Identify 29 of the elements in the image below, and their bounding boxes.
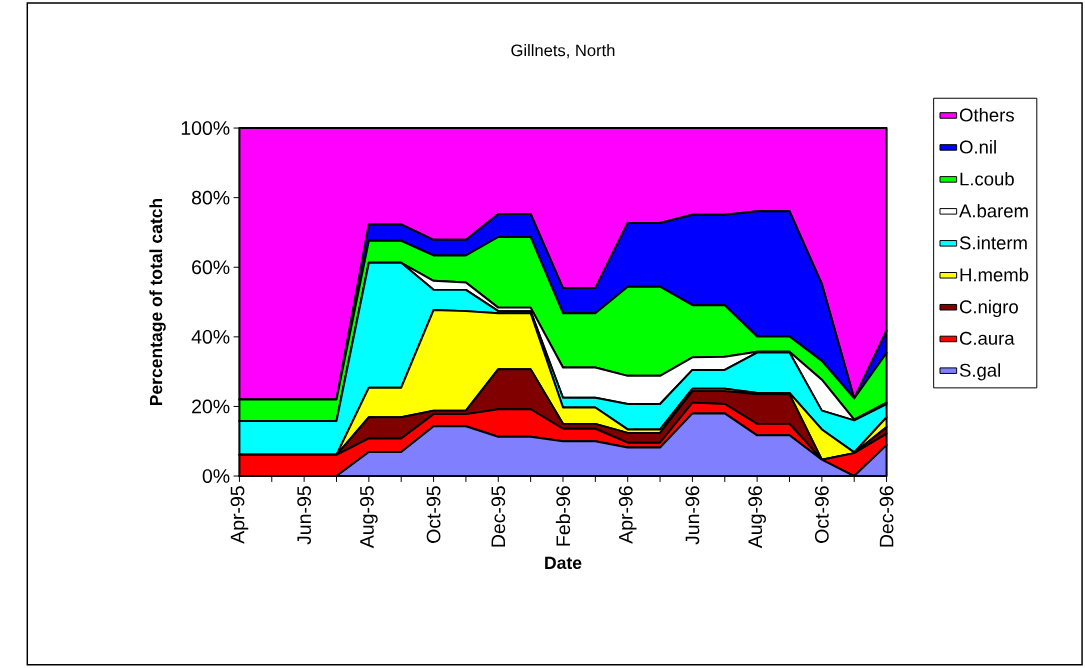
legend-label: S.gal bbox=[959, 363, 1000, 381]
legend-label: L.coub bbox=[960, 172, 1014, 186]
chart-title: Gillnets, North bbox=[511, 44, 615, 59]
x-tick-label: Dec-95 bbox=[491, 486, 506, 547]
x-tick-label: Aug-95 bbox=[360, 486, 378, 549]
legend-label: A.barem bbox=[959, 204, 1028, 218]
y-tick-label: 20% bbox=[192, 399, 230, 414]
legend-label: C.aura bbox=[959, 331, 1015, 346]
x-tick-label: Feb-96 bbox=[555, 486, 571, 546]
y-tick-label: 0% bbox=[202, 469, 230, 484]
legend-label: C.nigro bbox=[959, 299, 1018, 318]
x-tick-label: Apr-96 bbox=[618, 486, 637, 544]
y-axis-title: Percentage of total catch bbox=[149, 199, 166, 406]
legend-label: H.memb bbox=[960, 268, 1029, 282]
legend-label: O.nil bbox=[959, 140, 996, 154]
x-tick-label: Oct-96 bbox=[814, 486, 829, 544]
legend-label: Others bbox=[959, 108, 1014, 122]
x-tick-label: Jun-95 bbox=[297, 486, 312, 545]
x-tick-label: Jun-96 bbox=[685, 486, 700, 545]
y-tick-label: 40% bbox=[191, 330, 230, 344]
x-tick-label: Aug-96 bbox=[748, 486, 766, 549]
x-axis-title: Date bbox=[545, 556, 582, 570]
x-tick-label: Oct-95 bbox=[426, 486, 441, 544]
y-tick-label: 80% bbox=[191, 190, 230, 205]
y-tick-label: 100% bbox=[181, 121, 230, 136]
x-tick-label: Apr-95 bbox=[230, 486, 249, 544]
x-tick-label: Dec-96 bbox=[879, 486, 894, 547]
legend-label: S.interm bbox=[959, 236, 1027, 250]
y-tick-label: 60% bbox=[192, 260, 230, 275]
